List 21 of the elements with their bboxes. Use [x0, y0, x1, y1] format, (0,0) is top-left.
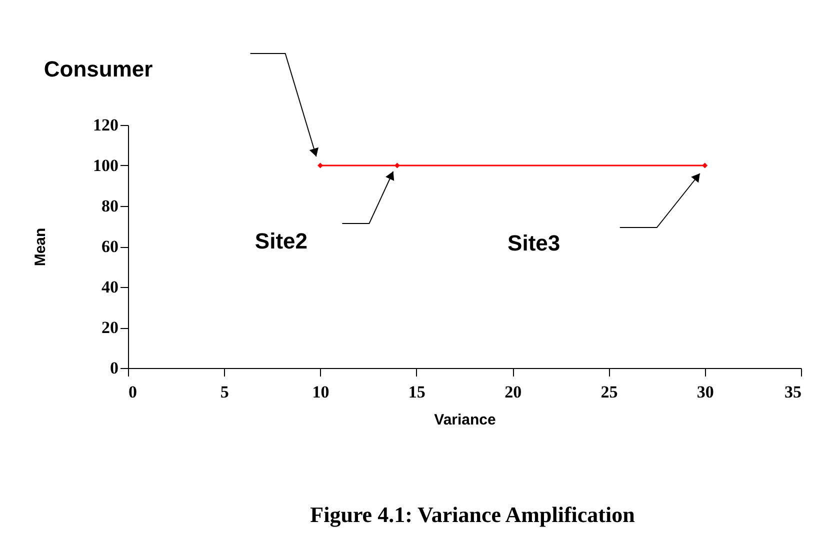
- x-tick-label: 5: [220, 382, 229, 402]
- x-axis-title: Variance: [434, 412, 496, 428]
- y-tick-label: 0: [110, 358, 118, 378]
- x-tick-label: 25: [600, 382, 618, 402]
- caption: Figure 4.1: Variance Amplification: [310, 502, 635, 527]
- y-tick-label: 60: [102, 237, 118, 256]
- y-tick-label: 40: [102, 278, 118, 296]
- x-tick-label: 20: [504, 382, 522, 402]
- y-tick-label: 80: [102, 196, 118, 216]
- x-tick-label: 0: [128, 382, 137, 402]
- text: Consumer: [44, 56, 154, 82]
- annotation: Site2: [254, 228, 308, 254]
- x-tick-label: 10: [312, 382, 330, 402]
- x-tick-label: 15: [408, 382, 426, 402]
- y-tick-label: 20: [102, 318, 118, 337]
- x-tick-label: 30: [696, 382, 714, 402]
- y-tick-label: 120: [93, 116, 118, 134]
- annotation: Site3: [508, 230, 560, 256]
- y-tick-label: 100: [93, 156, 118, 175]
- x-tick-label: 35: [784, 382, 802, 402]
- y-axis-title: Mean: [32, 228, 49, 266]
